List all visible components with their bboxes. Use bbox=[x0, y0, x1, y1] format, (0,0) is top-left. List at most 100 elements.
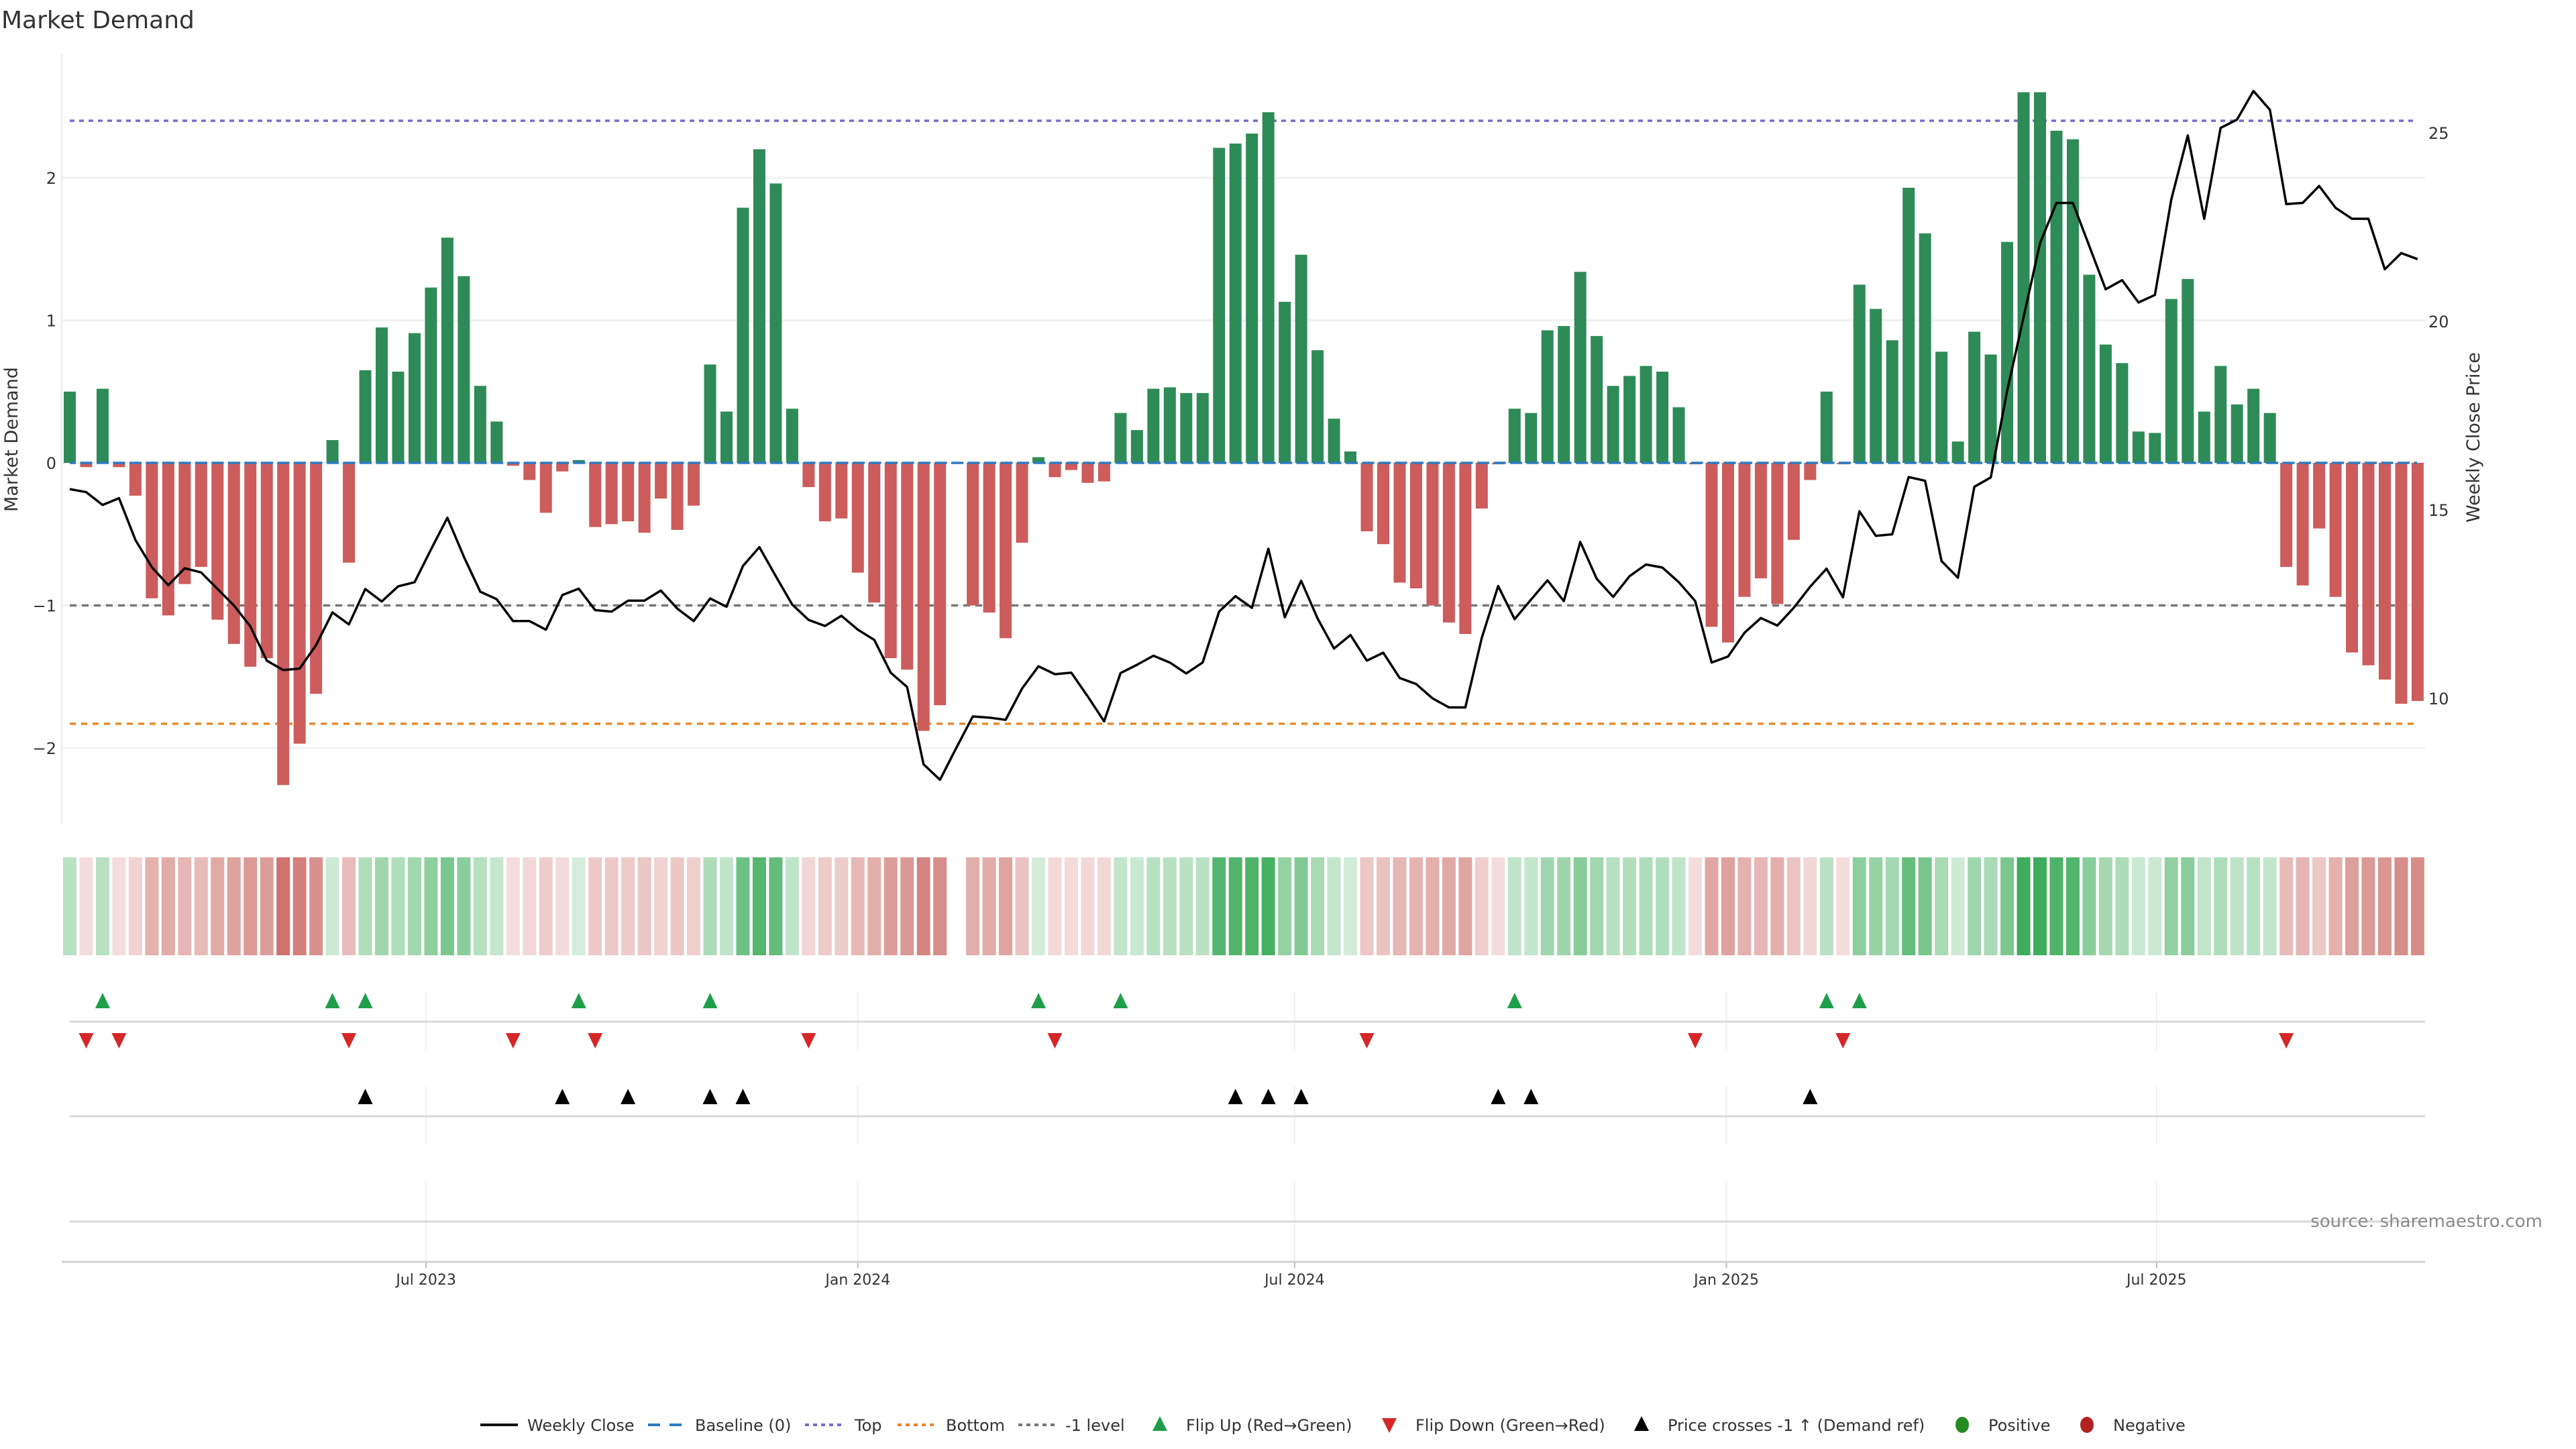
heat-cell-positive bbox=[1163, 857, 1177, 955]
legend-item-weekly-close[interactable]: Weekly Close bbox=[480, 1416, 635, 1435]
heat-cell-negative bbox=[194, 857, 208, 955]
heat-cell-negative bbox=[883, 857, 898, 955]
negative-bar bbox=[1738, 463, 1751, 597]
negative-bar bbox=[1393, 463, 1406, 583]
circle-icon bbox=[1955, 1417, 1969, 1433]
negative-bar bbox=[1804, 463, 1817, 480]
legend-item-flip-up[interactable]: Flip Up (Red→Green) bbox=[1152, 1416, 1352, 1435]
heat-cell-positive bbox=[1918, 857, 1932, 955]
flip-down-marker bbox=[341, 1033, 357, 1049]
heat-cell-positive bbox=[1278, 857, 1292, 955]
legend-label: Top bbox=[854, 1416, 882, 1435]
positive-bar bbox=[2182, 278, 2194, 463]
heat-cell-positive bbox=[2131, 857, 2145, 955]
negative-bar bbox=[1771, 463, 1784, 604]
heat-cell-negative bbox=[1474, 857, 1489, 955]
positive-bar bbox=[1574, 272, 1587, 463]
heat-cell-positive bbox=[424, 857, 438, 955]
negative-bar bbox=[1705, 463, 1718, 627]
heat-cell-positive bbox=[2033, 857, 2047, 955]
y-right-tick-label: 10 bbox=[2428, 690, 2449, 708]
positive-bar bbox=[2001, 241, 2014, 463]
price-cross-marker bbox=[1228, 1089, 1243, 1104]
legend-item-negative[interactable]: Negative bbox=[2080, 1416, 2186, 1435]
heat-cell-positive bbox=[325, 857, 339, 955]
legend-label: Flip Up (Red→Green) bbox=[1186, 1416, 1352, 1435]
negative-bar bbox=[2313, 463, 2326, 529]
x-ticks: Jul 2023 Jan 2024 Jul 2024 Jan 2025 Jul … bbox=[394, 1272, 2186, 1289]
positive-bar bbox=[2050, 130, 2063, 463]
heat-cell-positive bbox=[1195, 857, 1210, 955]
legend-label: Bottom bbox=[946, 1416, 1005, 1435]
heat-cell-positive bbox=[1557, 857, 1571, 955]
heat-cell-negative bbox=[2361, 857, 2375, 955]
heat-cell-positive bbox=[1606, 857, 1620, 955]
negative-bar bbox=[934, 463, 947, 706]
flip-up-marker bbox=[1819, 993, 1834, 1008]
positive-bar bbox=[1311, 350, 1324, 463]
heat-cell-positive bbox=[785, 857, 799, 955]
legend-item-top[interactable]: Top bbox=[805, 1416, 882, 1435]
weekly-close-line bbox=[69, 89, 2418, 782]
heat-cell-negative bbox=[916, 857, 930, 955]
positive-bar bbox=[1672, 407, 1685, 463]
y-right-tick-label: 15 bbox=[2428, 501, 2449, 520]
heat-cell-positive bbox=[1623, 857, 1637, 955]
x-tick-label: Jul 2023 bbox=[394, 1272, 456, 1289]
negative-bar bbox=[1721, 463, 1734, 643]
heat-cell-negative bbox=[637, 857, 651, 955]
positive-bar bbox=[2034, 92, 2046, 463]
negative-bar bbox=[1426, 463, 1439, 606]
heat-cell-negative bbox=[1803, 857, 1817, 955]
legend-item-minus-one[interactable]: -1 level bbox=[1018, 1416, 1125, 1435]
price-cross-marker bbox=[1293, 1089, 1309, 1104]
positive-bar bbox=[376, 327, 388, 463]
legend-label: Negative bbox=[2113, 1416, 2186, 1435]
legend-item-bottom[interactable]: Bottom bbox=[898, 1416, 1005, 1435]
heat-cell-positive bbox=[1294, 857, 1308, 955]
price-cross-marker bbox=[555, 1089, 570, 1104]
negative-bar bbox=[129, 463, 142, 496]
heat-cell-positive bbox=[1540, 857, 1554, 955]
heat-cell-negative bbox=[835, 857, 849, 955]
negative-bar bbox=[589, 463, 602, 527]
negative-bar bbox=[113, 463, 125, 468]
flip-up-marker bbox=[1031, 993, 1046, 1008]
flip-up-marker bbox=[702, 993, 718, 1008]
negative-bar bbox=[1754, 463, 1767, 579]
negative-bar bbox=[244, 463, 257, 667]
heat-cell-negative bbox=[506, 857, 520, 955]
price-cross-markers bbox=[358, 1089, 1818, 1104]
heat-cell-negative bbox=[2296, 857, 2310, 955]
positive-bar bbox=[490, 421, 503, 463]
heat-cell-positive bbox=[2197, 857, 2211, 955]
heat-cell-negative bbox=[2410, 857, 2424, 955]
heat-cell-negative bbox=[1064, 857, 1078, 955]
heat-cell-negative bbox=[670, 857, 684, 955]
x-tick-label: Jul 2025 bbox=[2125, 1272, 2187, 1289]
negative-bar bbox=[851, 463, 864, 573]
positive-bar bbox=[1525, 413, 1538, 463]
negative-bar bbox=[277, 463, 290, 786]
negative-bar bbox=[1049, 463, 1061, 478]
heat-cell-negative bbox=[276, 857, 290, 955]
legend-item-positive[interactable]: Positive bbox=[1955, 1416, 2051, 1435]
heat-cell-negative bbox=[1721, 857, 1735, 955]
heat-cell-positive bbox=[2082, 857, 2096, 955]
heat-cell-negative bbox=[588, 857, 602, 955]
heat-cell-negative bbox=[1770, 857, 1784, 955]
heat-cell-negative bbox=[178, 857, 192, 955]
heat-cell-positive bbox=[391, 857, 405, 955]
legend-item-baseline[interactable]: Baseline (0) bbox=[648, 1416, 791, 1435]
legend-item-flip-down[interactable]: Flip Down (Green→Red) bbox=[1382, 1416, 1605, 1435]
flip-down-marker bbox=[111, 1033, 127, 1049]
negative-bar bbox=[1409, 463, 1422, 588]
heat-cell-negative bbox=[654, 857, 668, 955]
positive-bar bbox=[769, 183, 782, 463]
positive-bar bbox=[2231, 404, 2243, 463]
negative-bar bbox=[343, 463, 356, 563]
heat-cell-negative bbox=[244, 857, 258, 955]
legend-item-price-cross[interactable]: Price crosses -1 ↑ (Demand ref) bbox=[1634, 1416, 1925, 1435]
negative-bar bbox=[178, 463, 191, 584]
negative-bar bbox=[260, 463, 273, 659]
